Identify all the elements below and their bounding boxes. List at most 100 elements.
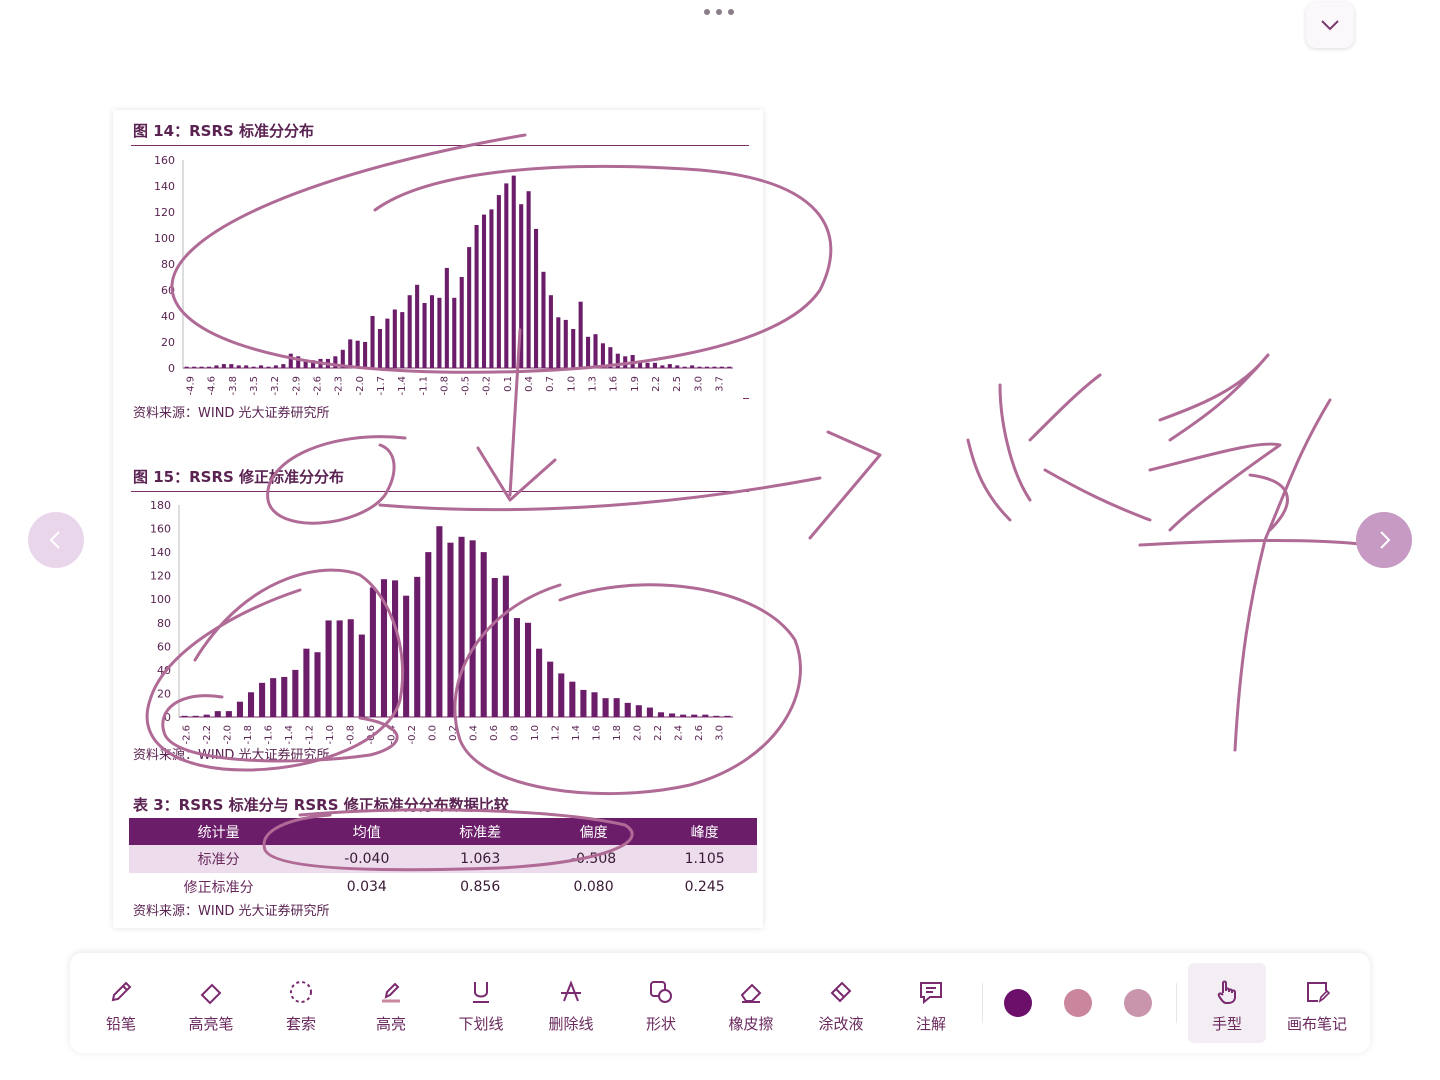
bar	[526, 191, 531, 368]
bar	[259, 682, 266, 717]
bar	[600, 343, 605, 368]
bar	[586, 336, 591, 368]
drag-handle[interactable]	[704, 9, 734, 15]
tool-pencil[interactable]: 铅笔	[82, 953, 160, 1045]
bar	[303, 361, 308, 368]
bar	[602, 698, 609, 717]
figure-14-rule	[131, 145, 749, 146]
bar	[184, 366, 189, 368]
bar	[467, 247, 472, 368]
color-swatch-light-pink[interactable]	[1124, 989, 1152, 1017]
y-tick-label: 160	[150, 523, 171, 536]
comment-icon	[916, 977, 946, 1007]
bar	[369, 587, 376, 717]
figure-15-source: 资料来源：WIND 光大证券研究所	[133, 748, 330, 763]
tool-underline[interactable]: 下划线	[442, 953, 520, 1045]
color-swatch-dark-purple[interactable]	[1004, 989, 1032, 1017]
table-cell: 0.034	[346, 879, 387, 895]
tool-comment[interactable]: 注解	[892, 953, 970, 1045]
table-cell: 修正标准分	[183, 880, 254, 896]
table-header: 峰度	[652, 818, 757, 845]
chevron-down-icon	[1321, 20, 1339, 31]
x-tick-label: 0.2	[448, 725, 459, 741]
x-tick-label: 0.7	[545, 376, 556, 392]
bar	[403, 595, 410, 717]
bar	[325, 358, 330, 368]
bar	[214, 365, 219, 368]
shape-icon	[646, 977, 676, 1007]
table-3-source: 资料来源：WIND 光大证券研究所	[133, 904, 330, 919]
bar	[635, 705, 642, 717]
tool-hand[interactable]: 手型	[1188, 963, 1266, 1043]
x-tick-label: -3.5	[249, 376, 260, 396]
x-tick-label: -2.6	[313, 376, 324, 396]
bar	[533, 228, 539, 368]
tool-eraser[interactable]: 橡皮擦	[712, 953, 790, 1045]
correction-fluid-icon	[826, 977, 856, 1007]
bar	[697, 366, 702, 368]
y-tick-label: 80	[161, 258, 175, 271]
bar	[400, 312, 405, 368]
table-header-row: 统计量 均值 标准差 偏度 峰度	[129, 818, 757, 845]
figure-15-chart: 0 20 40 60 80 100 120 140 160 180 -2.6 -2.2 -2.0 -1.8…	[150, 499, 733, 745]
bar	[690, 365, 695, 368]
tool-correction-fluid[interactable]: 涂改液	[802, 953, 880, 1045]
strikethrough-icon	[556, 977, 586, 1007]
y-tick-label: 80	[157, 617, 171, 630]
bar	[225, 711, 232, 717]
next-page-button[interactable]	[1356, 512, 1412, 568]
bar	[474, 225, 479, 368]
bar	[347, 619, 354, 717]
bar	[657, 712, 665, 717]
x-tick-label: 0.4	[469, 725, 480, 741]
stats-table: 统计量 均值 标准差 偏度 峰度 标准分 -0.040 1.063 -0.508…	[129, 818, 757, 901]
bar	[273, 365, 278, 368]
table-header: 偏度	[534, 818, 653, 845]
bar	[682, 366, 687, 368]
bar	[303, 648, 310, 717]
x-tick-label: -0.8	[345, 725, 356, 745]
tool-label: 高亮	[375, 1015, 406, 1033]
x-tick-label: -2.6	[181, 725, 192, 745]
bar	[645, 362, 650, 368]
x-tick-label: 3.0	[715, 725, 726, 741]
bar	[608, 347, 613, 368]
previous-page-button[interactable]	[28, 512, 84, 568]
tool-canvas-note[interactable]: 画布笔记	[1278, 953, 1356, 1045]
bar	[251, 366, 256, 368]
document-page[interactable]: 图 14：RSRS 标准分分布 0 20 40 60 80 100 120 140 160 -4.…	[113, 110, 763, 928]
bar	[680, 714, 687, 717]
figure-14-title: 图 14：RSRS 标准分分布	[133, 122, 315, 140]
tool-highlight[interactable]: 高亮	[352, 953, 430, 1045]
tool-strikethrough[interactable]: 删除线	[532, 953, 610, 1045]
color-swatch-pink[interactable]	[1064, 989, 1092, 1017]
tool-highlighter[interactable]: 高亮笔	[172, 953, 250, 1045]
bar	[615, 353, 620, 368]
bar	[318, 358, 323, 368]
table-cell: -0.508	[534, 845, 653, 873]
table-cell: 0.245	[684, 879, 725, 895]
bar	[536, 648, 543, 717]
tool-label: 删除线	[548, 1015, 594, 1033]
x-tick-label: 1.4	[571, 725, 582, 741]
y-tick-label: 60	[161, 284, 175, 297]
x-tick-label: -2.3	[334, 376, 345, 396]
bar	[691, 714, 698, 717]
x-tick-label: 2.6	[694, 725, 705, 741]
bar	[630, 355, 635, 368]
x-tick-label: 1.2	[551, 725, 562, 741]
bar	[652, 362, 658, 368]
tool-lasso[interactable]: 套索	[262, 953, 340, 1045]
bar	[429, 295, 435, 368]
bar	[667, 364, 672, 368]
bar	[247, 692, 255, 717]
x-tick-label: 2.2	[653, 725, 664, 741]
bar	[392, 580, 399, 717]
collapse-button[interactable]	[1306, 2, 1354, 48]
bar	[296, 356, 301, 368]
bar	[524, 622, 532, 717]
table-cell: 0.080	[573, 879, 614, 895]
bar	[580, 689, 587, 717]
table-header: 均值	[308, 818, 426, 845]
tool-shape[interactable]: 形状	[622, 953, 700, 1045]
